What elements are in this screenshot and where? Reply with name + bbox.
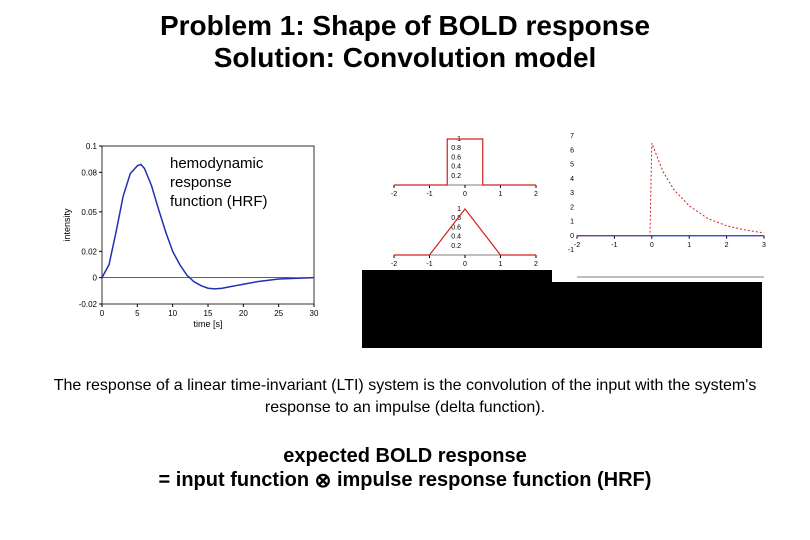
svg-text:3: 3 [570, 190, 574, 197]
svg-text:0.6: 0.6 [451, 154, 461, 161]
svg-text:-2: -2 [391, 191, 397, 197]
black-block-2 [552, 282, 762, 348]
svg-text:1: 1 [499, 261, 503, 267]
svg-text:0.8: 0.8 [451, 145, 461, 152]
svg-text:0: 0 [570, 233, 574, 240]
formula-line-2: = input function ⊗ impulse response func… [0, 468, 810, 493]
svg-text:0: 0 [463, 261, 467, 267]
svg-text:1: 1 [570, 219, 574, 226]
svg-text:5: 5 [570, 162, 574, 169]
hrf-label-l3: function (HRF) [170, 193, 268, 212]
svg-text:2: 2 [534, 191, 538, 197]
svg-text:-1: -1 [568, 247, 574, 254]
svg-text:-2: -2 [574, 242, 580, 249]
svg-text:15: 15 [204, 309, 213, 318]
svg-text:time [s]: time [s] [193, 319, 222, 329]
hrf-label-l1: hemodynamic [170, 155, 268, 174]
formula-line-1: expected BOLD response [0, 445, 810, 468]
otimes-symbol: ⊗ [315, 468, 332, 493]
svg-text:30: 30 [310, 309, 319, 318]
black-block-1 [362, 270, 552, 348]
hrf-chart: 051015202530-0.0200.020.050.080.1time [s… [60, 140, 320, 330]
svg-text:7: 7 [570, 133, 574, 140]
svg-text:10: 10 [168, 309, 177, 318]
svg-text:2: 2 [725, 242, 729, 249]
svg-text:0.2: 0.2 [451, 173, 461, 180]
svg-text:0.2: 0.2 [451, 243, 461, 250]
svg-text:0.4: 0.4 [451, 164, 461, 171]
svg-text:5: 5 [135, 309, 140, 318]
title-line-2: Solution: Convolution model [0, 42, 810, 74]
svg-text:0: 0 [100, 309, 105, 318]
svg-text:1: 1 [687, 242, 691, 249]
svg-text:0.4: 0.4 [451, 234, 461, 241]
svg-text:2: 2 [570, 204, 574, 211]
svg-text:-0.02: -0.02 [79, 300, 98, 309]
formula-block: expected BOLD response = input function … [0, 445, 810, 493]
svg-text:0.02: 0.02 [81, 247, 97, 256]
svg-text:3: 3 [762, 242, 766, 249]
svg-text:6: 6 [570, 147, 574, 154]
svg-text:-1: -1 [426, 261, 432, 267]
formula-right: impulse response function (HRF) [331, 469, 651, 491]
svg-text:-1: -1 [611, 242, 617, 249]
description-text: The response of a linear time-invariant … [40, 375, 770, 418]
svg-text:-2: -2 [391, 261, 397, 267]
svg-text:0: 0 [463, 191, 467, 197]
svg-text:-1: -1 [426, 191, 432, 197]
svg-text:1: 1 [499, 191, 503, 197]
title-line-1: Problem 1: Shape of BOLD response [0, 10, 810, 42]
mini-tri-chart: 0.20.40.60.81-2-1012 [370, 205, 540, 267]
title-block: Problem 1: Shape of BOLD response Soluti… [0, 0, 810, 74]
svg-text:0: 0 [93, 274, 98, 283]
svg-text:2: 2 [534, 261, 538, 267]
formula-left: = input function [159, 469, 315, 491]
svg-text:1: 1 [457, 206, 461, 213]
hrf-label-l2: response [170, 174, 268, 193]
svg-text:0: 0 [650, 242, 654, 249]
svg-text:20: 20 [239, 309, 248, 318]
mini-decay-chart: -2-10123-101234567 [555, 132, 770, 262]
svg-text:intensity: intensity [62, 208, 72, 242]
svg-text:25: 25 [274, 309, 283, 318]
svg-text:0.1: 0.1 [86, 142, 98, 151]
mini-rect-chart: 0.20.40.60.81-2-1012 [370, 135, 540, 197]
hrf-label: hemodynamic response function (HRF) [170, 155, 268, 211]
svg-text:0.08: 0.08 [81, 168, 97, 177]
svg-text:4: 4 [570, 176, 574, 183]
svg-text:0.05: 0.05 [81, 208, 97, 217]
